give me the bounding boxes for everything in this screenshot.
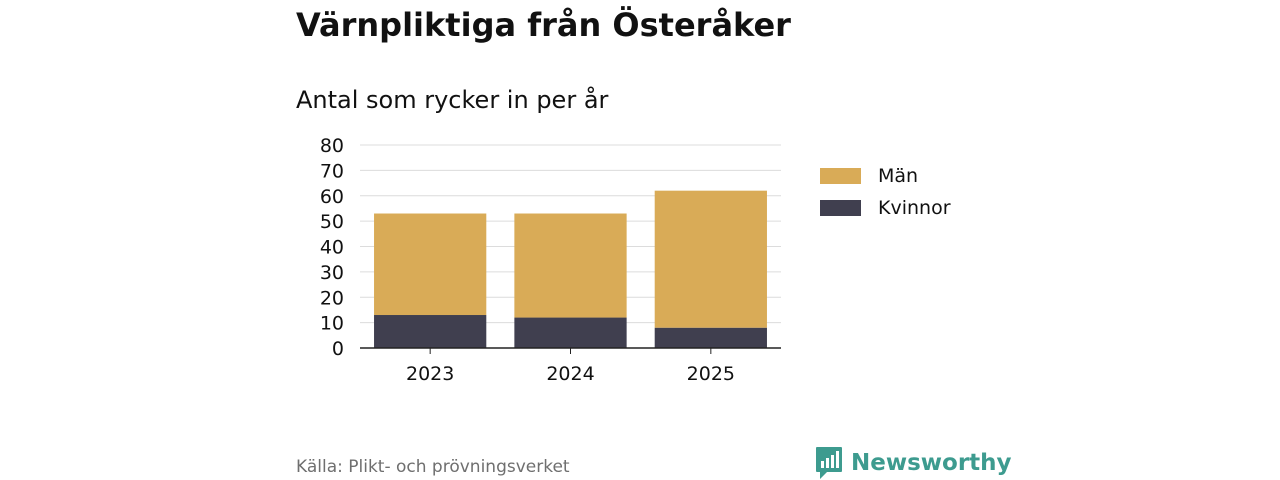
y-tick-label-70: 70 bbox=[320, 160, 344, 182]
y-tick-label-40: 40 bbox=[320, 237, 344, 259]
legend-item-kvinnor: Kvinnor bbox=[820, 192, 951, 224]
legend-label-man: Män bbox=[878, 165, 919, 187]
bar-män-2025 bbox=[654, 190, 767, 328]
legend-item-man: Män bbox=[820, 160, 951, 192]
y-tick-label-10: 10 bbox=[320, 313, 344, 335]
bar-kvinnor-2023 bbox=[374, 315, 487, 348]
y-axis-ticks: 0 10 20 30 40 50 60 70 80 bbox=[320, 135, 344, 360]
bars bbox=[374, 190, 767, 348]
y-tick-label-80: 80 bbox=[320, 135, 344, 157]
x-axis-ticks: 2023 2024 2025 bbox=[406, 348, 735, 385]
bar-män-2024 bbox=[514, 213, 627, 318]
chart-subtitle: Antal som rycker in per år bbox=[296, 86, 609, 114]
source-note: Källa: Plikt- och prövningsverket bbox=[296, 457, 570, 477]
y-tick-label-30: 30 bbox=[320, 262, 344, 284]
legend: Män Kvinnor bbox=[820, 160, 951, 224]
y-tick-label-0: 0 bbox=[332, 338, 344, 360]
y-tick-label-50: 50 bbox=[320, 211, 344, 233]
x-tick-label-2023: 2023 bbox=[406, 363, 454, 385]
brand-logo[interactable]: Newsworthy bbox=[815, 446, 1012, 480]
y-tick-label-60: 60 bbox=[320, 186, 344, 208]
legend-swatch-man bbox=[820, 168, 861, 184]
bar-kvinnor-2025 bbox=[654, 327, 767, 348]
bar-chart-pin-icon bbox=[816, 447, 842, 479]
brand-name: Newsworthy bbox=[851, 450, 1012, 476]
x-tick-label-2024: 2024 bbox=[546, 363, 594, 385]
x-tick-label-2025: 2025 bbox=[687, 363, 735, 385]
legend-label-kvinnor: Kvinnor bbox=[878, 197, 951, 219]
chart-title: Värnpliktiga från Österåker bbox=[296, 6, 791, 44]
bar-män-2023 bbox=[374, 213, 487, 316]
bar-kvinnor-2024 bbox=[514, 317, 627, 348]
y-tick-label-20: 20 bbox=[320, 287, 344, 309]
legend-swatch-kvinnor bbox=[820, 200, 861, 216]
